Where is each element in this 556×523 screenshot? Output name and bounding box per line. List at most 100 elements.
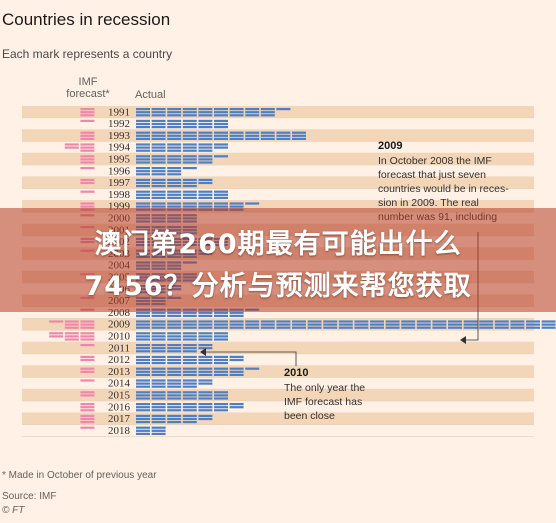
actual-mark	[151, 108, 166, 111]
actual-mark	[214, 335, 228, 338]
annotation-2009-arrowhead	[460, 336, 466, 344]
forecast-mark	[64, 320, 79, 323]
actual-mark	[151, 332, 166, 335]
annotation-2010-line: been close	[284, 410, 335, 422]
year-label: 1997	[108, 177, 131, 189]
actual-mark	[370, 326, 384, 329]
actual-mark	[167, 355, 182, 358]
actual-mark	[198, 122, 213, 126]
actual-mark	[198, 326, 213, 329]
actual-mark	[136, 421, 150, 424]
actual-mark	[214, 338, 228, 341]
actual-mark	[136, 323, 150, 326]
actual-mark	[151, 350, 166, 353]
actual-mark	[151, 149, 166, 152]
actual-mark	[198, 155, 213, 158]
actual-mark	[151, 170, 166, 173]
annotation-2009-line: sion in 2009. The real	[378, 197, 479, 209]
row-band	[22, 342, 534, 354]
actual-mark	[214, 314, 228, 317]
actual-mark	[198, 338, 213, 341]
forecast-mark	[80, 178, 95, 181]
actual-mark	[198, 332, 213, 335]
actual-column-header: Actual	[135, 89, 166, 101]
forecast-mark	[80, 335, 95, 338]
actual-mark	[167, 193, 182, 196]
actual-mark	[338, 323, 353, 326]
actual-mark	[136, 432, 150, 435]
actual-mark	[167, 335, 182, 338]
forecast-mark	[64, 323, 79, 326]
actual-mark	[182, 146, 197, 149]
actual-mark	[151, 181, 166, 185]
actual-mark	[214, 406, 228, 409]
actual-mark	[214, 146, 228, 149]
actual-mark	[151, 326, 166, 329]
actual-mark	[151, 114, 166, 117]
actual-mark	[167, 326, 182, 329]
forecast-mark	[80, 332, 95, 335]
actual-mark	[136, 167, 150, 170]
actual-mark	[214, 114, 228, 117]
forecast-mark	[80, 421, 95, 424]
actual-mark	[167, 134, 182, 137]
forecast-mark	[64, 335, 79, 338]
actual-mark	[198, 114, 213, 117]
actual-mark	[182, 167, 197, 170]
actual-mark	[245, 134, 260, 137]
forecast-mark	[80, 155, 95, 158]
actual-mark	[167, 108, 182, 111]
actual-mark	[136, 146, 150, 149]
actual-mark	[151, 119, 166, 122]
actual-mark	[136, 426, 150, 429]
year-label: 2010	[108, 331, 131, 343]
actual-mark	[151, 355, 166, 358]
forecast-mark	[80, 134, 95, 137]
actual-mark	[151, 385, 166, 388]
annotation-2010-title: 2010	[284, 367, 308, 379]
forecast-mark	[80, 370, 95, 373]
credit-note: © FT	[2, 505, 25, 516]
actual-mark	[260, 131, 275, 134]
row-band	[22, 200, 534, 213]
actual-mark	[151, 134, 166, 137]
forecast-mark	[80, 119, 95, 122]
actual-mark	[136, 373, 150, 376]
year-label: 1993	[108, 130, 131, 142]
actual-mark	[307, 326, 322, 329]
actual-mark	[323, 320, 338, 323]
actual-mark	[494, 323, 509, 326]
year-label: 2015	[108, 390, 131, 402]
actual-mark	[198, 126, 213, 129]
actual-mark	[198, 409, 213, 412]
forecast-mark	[64, 326, 79, 329]
actual-mark	[229, 134, 244, 137]
actual-mark	[151, 432, 166, 435]
actual-mark	[494, 320, 509, 323]
actual-mark	[541, 323, 556, 326]
actual-mark	[151, 335, 166, 338]
actual-mark	[182, 370, 197, 373]
actual-mark	[432, 320, 447, 323]
actual-mark	[182, 382, 197, 385]
forecast-mark	[80, 426, 95, 429]
forecast-mark	[80, 181, 95, 185]
forecast-mark	[80, 338, 95, 341]
actual-mark	[479, 320, 494, 323]
actual-mark	[198, 119, 213, 122]
actual-mark	[198, 382, 213, 385]
actual-mark	[292, 134, 306, 137]
actual-mark	[182, 326, 197, 329]
forecast-mark	[80, 406, 95, 409]
actual-mark	[136, 406, 150, 409]
actual-mark	[167, 311, 182, 314]
annotation-2009-line: forecast that just seven	[378, 169, 486, 181]
actual-mark	[167, 146, 182, 149]
actual-mark	[151, 426, 166, 429]
actual-mark	[151, 137, 166, 140]
actual-mark	[182, 385, 197, 388]
actual-mark	[167, 397, 182, 400]
actual-mark	[182, 190, 197, 193]
annotation-2010-arrowhead	[200, 348, 206, 356]
forecast-mark	[80, 358, 95, 362]
